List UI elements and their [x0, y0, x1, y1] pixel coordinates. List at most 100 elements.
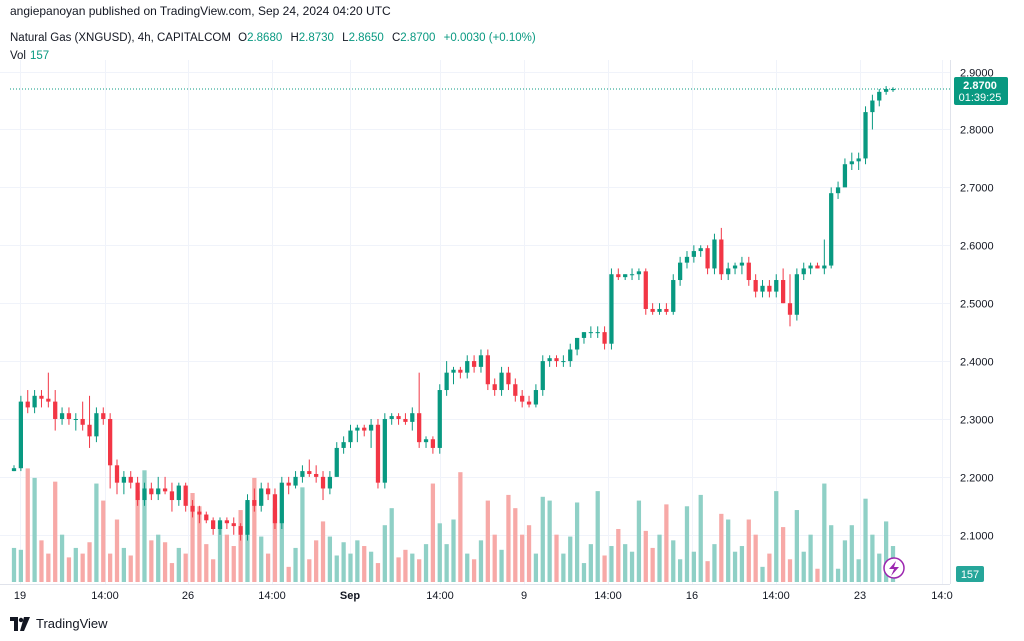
candle-body	[94, 413, 99, 437]
volume-bar	[307, 559, 312, 582]
volume-bar	[835, 568, 841, 582]
volume-bar	[314, 540, 319, 582]
volume-bar	[554, 534, 559, 582]
candle-body	[410, 413, 415, 422]
candle-body	[485, 355, 490, 385]
volume-bar	[327, 536, 333, 582]
volume-bar	[657, 534, 662, 582]
candle-body	[341, 442, 346, 448]
candle-body	[478, 355, 484, 367]
volume-bar	[787, 559, 793, 582]
volume-bar	[300, 487, 305, 582]
volume-bars	[11, 468, 896, 582]
time-tick-label: 14:00	[91, 590, 119, 602]
volume-bar	[279, 519, 284, 582]
lightning-icon[interactable]	[883, 557, 905, 579]
volume-bar	[80, 553, 85, 582]
candle-body	[581, 332, 587, 338]
candle-body	[156, 488, 161, 495]
candle-body	[307, 471, 312, 474]
candle-body	[698, 248, 703, 252]
volume-value: 157	[30, 50, 50, 62]
legend-high: 2.8730	[298, 32, 334, 44]
volume-bar	[499, 549, 504, 582]
candle-body	[458, 369, 463, 373]
volume-bar	[595, 491, 600, 582]
candle-body	[39, 395, 44, 399]
volume-bar	[863, 498, 868, 582]
volume-bar	[684, 506, 690, 582]
volume-bar	[643, 530, 648, 582]
volume-bar	[884, 521, 889, 582]
candle-body	[183, 485, 188, 506]
volume-bar	[272, 508, 278, 582]
candle-body	[327, 476, 333, 489]
candle-body	[808, 265, 813, 269]
candle-body	[712, 239, 717, 269]
candle-body	[423, 439, 429, 443]
candle-body	[650, 308, 655, 312]
candle-body	[753, 280, 758, 292]
volume-bar	[444, 544, 449, 582]
volume-bar	[46, 553, 51, 582]
volume-label: Vol	[10, 50, 26, 62]
time-scale[interactable]: 19 14:00 26 14:00 Sep 14:00 9 14:00 16 14:00 23 14:…	[14, 590, 953, 602]
volume-bar	[341, 542, 346, 582]
volume-bar	[636, 500, 642, 582]
price-scale[interactable]: 2.1000 2.2000 2.3000 2.4000 2.5000 2.6000 2.70…	[960, 68, 994, 543]
volume-badge: 157	[956, 566, 984, 582]
time-tick-label: 14:00	[426, 590, 454, 602]
volume-bar	[623, 544, 628, 582]
volume-bar	[629, 551, 635, 582]
candle-body	[574, 337, 580, 350]
candle-body	[520, 395, 525, 402]
volume-bar	[25, 468, 30, 582]
time-tick-label: 19	[14, 590, 26, 602]
candle-body	[417, 413, 422, 443]
volume-badge-value: 157	[961, 569, 979, 581]
volume-bar	[540, 496, 545, 582]
candle-body	[25, 401, 30, 408]
candle-body	[767, 285, 772, 292]
candle-body	[863, 112, 868, 159]
volume-bar	[382, 525, 387, 582]
candle-body	[691, 251, 696, 257]
volume-bar	[588, 544, 593, 582]
candle-body	[368, 424, 374, 431]
candle-body	[849, 161, 854, 165]
candle-body	[286, 482, 291, 486]
candle-body	[780, 280, 786, 304]
candle-body	[602, 332, 607, 344]
volume-bar	[176, 547, 181, 582]
candle-body	[197, 511, 202, 515]
candle-body	[149, 488, 154, 495]
candle-body	[471, 361, 477, 367]
footer-brand[interactable]: TradingView	[10, 616, 108, 631]
volume-bar	[465, 553, 470, 582]
volume-bar	[458, 472, 463, 582]
volume-bar	[135, 491, 140, 582]
volume-bar	[485, 500, 490, 582]
volume-bar	[616, 528, 621, 582]
candle-body	[492, 384, 497, 391]
candle-body	[664, 308, 669, 312]
candle-body	[842, 164, 848, 188]
volume-bar	[293, 547, 298, 582]
candle-body	[11, 468, 17, 472]
volume-bar	[581, 563, 587, 582]
tradingview-logo-icon	[10, 616, 30, 631]
legend-low: 2.8650	[348, 32, 384, 44]
candle-body	[870, 100, 875, 113]
price-tick-label: 2.2000	[960, 473, 994, 485]
price-tick-label: 2.7000	[960, 183, 994, 195]
volume-bar	[760, 566, 765, 582]
price-tick-label: 2.9000	[960, 68, 994, 80]
price-badge-price: 2.8700	[963, 80, 997, 92]
candle-body	[204, 514, 209, 521]
candle-body	[884, 88, 889, 92]
time-tick-label: Sep	[340, 590, 360, 602]
candle-body	[623, 274, 628, 278]
time-tick-label: 14:00	[258, 590, 286, 602]
candle-body	[499, 372, 504, 391]
